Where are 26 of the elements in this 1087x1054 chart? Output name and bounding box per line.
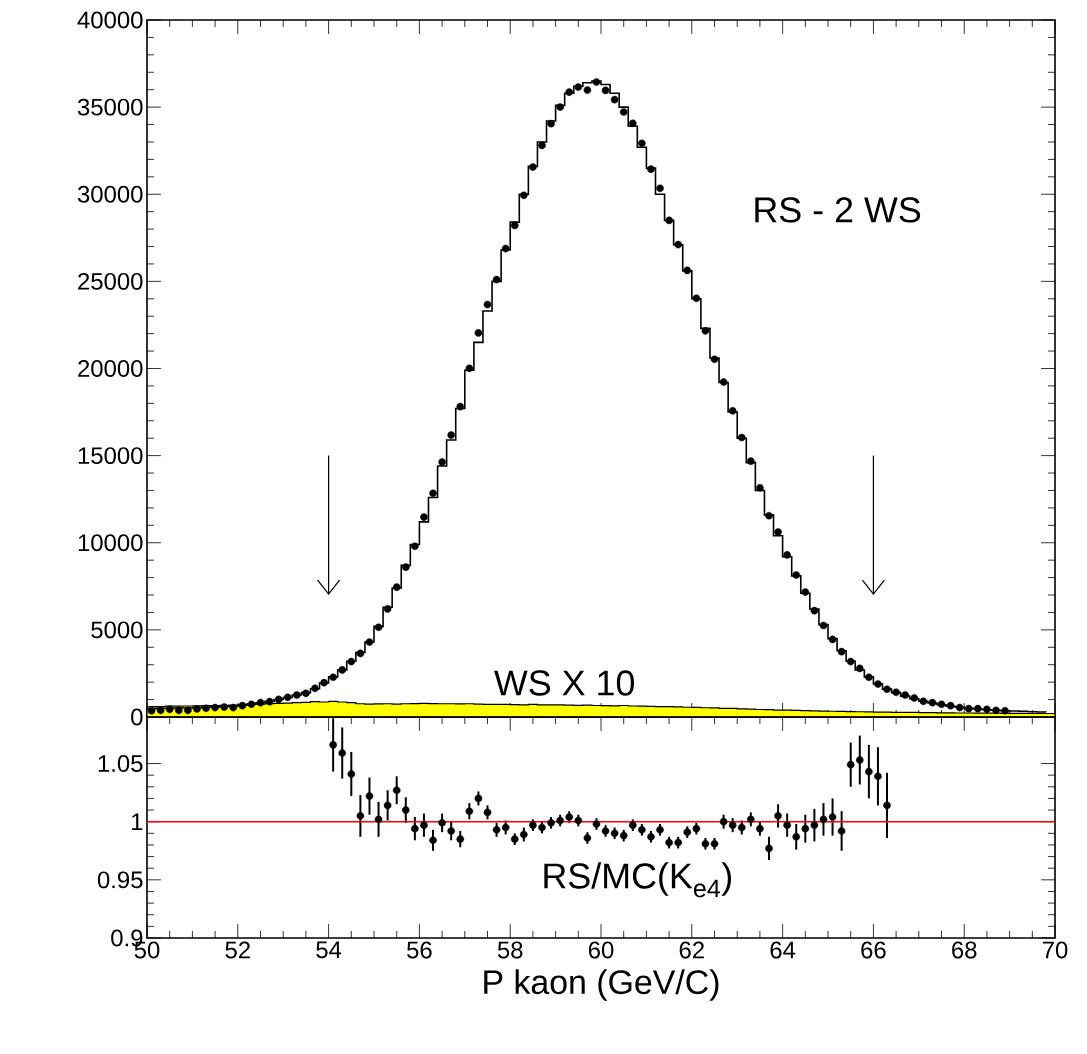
x-tick-label: 68 bbox=[952, 941, 977, 959]
y-tick-label: 0 bbox=[131, 708, 143, 726]
y-tick-label: 25000 bbox=[78, 272, 143, 290]
x-tick-label: 62 bbox=[679, 941, 704, 959]
y-tick-label: 20000 bbox=[78, 360, 143, 377]
y-tick-label: 35000 bbox=[77, 98, 143, 116]
y-tick-label: 10000 bbox=[78, 534, 143, 552]
annotation: RS/MC(K$_{e4}$) bbox=[544, 862, 731, 898]
x-tick-label: 54 bbox=[316, 941, 342, 959]
x-tick-label: 70 bbox=[1042, 941, 1068, 959]
x-tick-label: 52 bbox=[225, 941, 250, 959]
x-tick-label: 58 bbox=[497, 941, 523, 959]
x-axis-title: P kaon (GeV/C) bbox=[484, 969, 719, 1001]
annotation: WS X 10 bbox=[494, 670, 635, 696]
y-tick-label: 40000 bbox=[77, 11, 143, 29]
y-tick-label: 15000 bbox=[78, 447, 143, 465]
x-tick-label: 56 bbox=[407, 941, 432, 959]
y-tick-label: 0.95 bbox=[97, 871, 143, 889]
x-tick-label: 64 bbox=[770, 941, 796, 959]
y-tick-label: 1 bbox=[132, 813, 143, 830]
y-tick-label: 30000 bbox=[77, 185, 143, 203]
y-tick-label: 5000 bbox=[91, 621, 143, 639]
x-tick-label: 60 bbox=[588, 941, 614, 959]
annotation: RS - 2 WS bbox=[755, 197, 921, 223]
y-tick-label: 1.05 bbox=[98, 755, 143, 772]
x-tick-label: 66 bbox=[861, 941, 886, 959]
